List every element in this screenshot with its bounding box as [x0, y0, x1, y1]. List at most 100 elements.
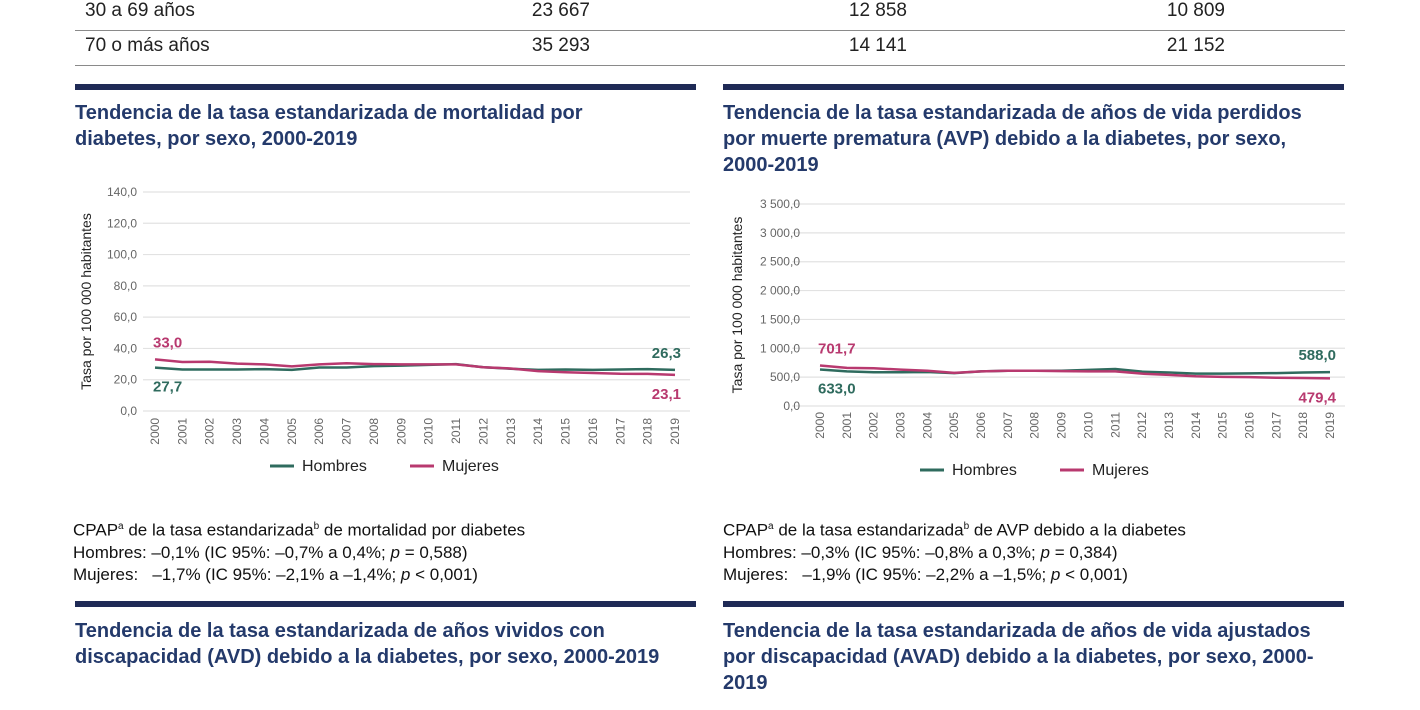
data-label-last: 588,0	[1298, 347, 1336, 364]
y-tick-label: 40,0	[114, 341, 138, 355]
x-tick-label: 2018	[1296, 412, 1310, 439]
x-tick-label: 2015	[1216, 412, 1230, 439]
chart-title: Tendencia de la tasa estandarizada de añ…	[75, 620, 660, 668]
data-label-first: 701,7	[818, 341, 856, 358]
table-row: 70 o más años 35 293 14 141 21 152	[75, 31, 1345, 66]
data-label-last: 479,4	[1298, 389, 1336, 406]
x-tick-label: 2016	[586, 418, 600, 445]
x-tick-label: 2016	[1242, 412, 1256, 439]
row-label: 30 a 69 años	[85, 0, 195, 21]
chart-title: Tendencia de la tasa estandarizada de mo…	[75, 102, 583, 150]
y-tick-label: 1 500,0	[760, 312, 800, 326]
y-tick-label: 0,0	[120, 404, 137, 418]
x-tick-label: 2003	[894, 412, 908, 439]
data-label-first: 27,7	[153, 379, 182, 396]
y-tick-label: 120,0	[107, 216, 137, 230]
y-tick-label: 140,0	[107, 185, 137, 199]
x-tick-label: 2013	[1162, 412, 1176, 439]
data-label-last: 26,3	[652, 345, 681, 362]
legend-label: Mujeres	[1092, 462, 1149, 479]
note-heading: CPAPa de la tasa estandarizadab de AVP d…	[723, 520, 1186, 540]
x-tick-label: 2010	[1081, 412, 1095, 439]
table-row: 30 a 69 años 23 667 12 858 10 809	[75, 0, 1345, 31]
x-tick-label: 2014	[531, 418, 545, 445]
hombres-cell: 14 141	[848, 35, 907, 56]
section-divider	[75, 84, 696, 90]
x-tick-label: 2007	[340, 418, 354, 445]
data-label-first: 33,0	[153, 334, 182, 351]
total-cell: 23 667	[531, 0, 590, 21]
x-tick-label: 2009	[1055, 412, 1069, 439]
y-tick-label: 2 000,0	[760, 284, 800, 298]
x-tick-label: 2012	[1135, 412, 1149, 439]
y-tick-label: 1 000,0	[760, 341, 800, 355]
x-tick-label: 2009	[394, 418, 408, 445]
y-tick-label: 2 500,0	[760, 255, 800, 269]
section-divider	[75, 601, 696, 607]
x-tick-label: 2007	[1001, 412, 1015, 439]
x-tick-label: 2001	[175, 418, 189, 445]
x-tick-label: 2005	[285, 418, 299, 445]
y-axis-title: Tasa por 100 000 habitantes	[78, 213, 94, 390]
x-tick-label: 2003	[230, 418, 244, 445]
x-tick-label: 2000	[813, 412, 827, 439]
x-tick-label: 2013	[504, 418, 518, 445]
y-tick-label: 3 500,0	[760, 197, 800, 211]
data-label-last: 23,1	[652, 386, 681, 403]
x-tick-label: 2006	[974, 412, 988, 439]
x-tick-label: 2010	[422, 418, 436, 445]
x-tick-label: 2017	[1269, 412, 1283, 439]
avp-line-chart: 0,0 500,0 1 000,0 1 500,0 2 000,0 2 500,0 3 00…	[729, 197, 1345, 479]
y-tick-label: 100,0	[107, 248, 137, 262]
x-tick-label: 2019	[1323, 412, 1337, 439]
y-axis-title: Tasa por 100 000 habitantes	[729, 217, 745, 394]
cpap-note: CPAPa de la tasa estandarizadab de AVP d…	[723, 516, 1186, 586]
x-tick-label: 2011	[1108, 412, 1122, 438]
data-label-first: 633,0	[818, 380, 856, 397]
legend-label: Hombres	[952, 462, 1017, 479]
x-tick-label: 2017	[613, 418, 627, 445]
y-tick-label: 60,0	[114, 310, 138, 324]
hombres-cell: 12 858	[848, 0, 907, 21]
x-tick-label: 2019	[668, 418, 682, 445]
mortality-line-chart: 0,0 20,0 40,0 60,0 80,0 100,0 120,0 140,0 Tasa p…	[78, 185, 690, 475]
x-tick-label: 2006	[312, 418, 326, 445]
x-tick-label: 2015	[559, 418, 573, 445]
chart-title: Tendencia de la tasa estandarizada de añ…	[723, 620, 1314, 694]
y-tick-label: 3 000,0	[760, 226, 800, 240]
row-label: 70 o más años	[85, 35, 210, 56]
y-tick-label: 20,0	[114, 373, 138, 387]
section-divider	[723, 84, 1344, 90]
x-tick-label: 2012	[476, 418, 490, 445]
x-tick-label: 2000	[148, 418, 162, 445]
note-mujeres: Mujeres: –1,9% (IC 95%: –2,2% a –1,5%; p…	[723, 564, 1128, 584]
chart-title: Tendencia de la tasa estandarizada de añ…	[723, 102, 1302, 176]
section-divider	[723, 601, 1344, 607]
x-tick-label: 2004	[920, 412, 934, 439]
x-tick-label: 2002	[867, 412, 881, 439]
x-tick-label: 2004	[257, 418, 271, 445]
legend-label: Mujeres	[442, 458, 499, 475]
note-mujeres: Mujeres: –1,7% (IC 95%: –2,1% a –1,4%; p…	[73, 564, 478, 584]
x-tick-label: 2008	[1028, 412, 1042, 439]
y-tick-label: 80,0	[114, 279, 138, 293]
legend-label: Hombres	[302, 458, 367, 475]
cpap-note: CPAPa de la tasa estandarizadab de morta…	[73, 516, 525, 586]
series-line-mujeres	[154, 358, 676, 377]
x-tick-label: 2002	[203, 418, 217, 445]
total-cell: 35 293	[531, 35, 590, 56]
note-hombres: Hombres: –0,1% (IC 95%: –0,7% a 0,4%; p …	[73, 542, 468, 562]
mujeres-cell: 10 809	[1166, 0, 1225, 21]
x-tick-label: 2018	[641, 418, 655, 445]
note-heading: CPAPa de la tasa estandarizadab de morta…	[73, 520, 526, 540]
x-tick-label: 2005	[947, 412, 961, 439]
mujeres-cell: 21 152	[1166, 35, 1225, 56]
x-tick-label: 2011	[449, 418, 463, 444]
y-tick-label: 500,0	[770, 370, 800, 384]
y-tick-label: 0,0	[783, 399, 800, 413]
x-tick-label: 2014	[1189, 412, 1203, 439]
x-tick-label: 2008	[367, 418, 381, 445]
note-hombres: Hombres: –0,3% (IC 95%: –0,8% a 0,3%; p …	[723, 542, 1118, 562]
x-tick-label: 2001	[840, 412, 854, 439]
series-line-mujeres	[819, 364, 1331, 380]
